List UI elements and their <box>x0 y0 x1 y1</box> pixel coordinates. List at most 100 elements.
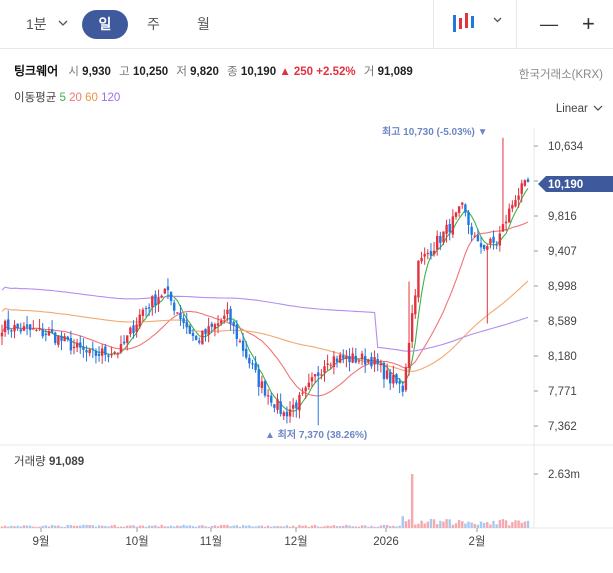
candle-body <box>304 387 307 392</box>
volume-bar <box>173 526 176 528</box>
minute-interval-button[interactable]: 1분 <box>26 0 47 48</box>
candle-body <box>420 257 423 262</box>
candle-body <box>79 342 82 348</box>
volume-bar <box>32 526 35 528</box>
volume-bar <box>376 526 379 528</box>
price-tick-label: 8,589 <box>548 316 577 328</box>
volume-bar <box>398 525 401 528</box>
candle-body <box>238 340 242 342</box>
candle-body <box>520 183 523 194</box>
volume-max-tick: 2.63m <box>548 469 580 481</box>
candle-body <box>19 329 22 332</box>
time-tick-label: 9월 <box>33 535 50 548</box>
high-value: 10,250 <box>132 66 169 78</box>
tab-week[interactable]: 주 <box>147 0 160 48</box>
volume-bar <box>141 525 145 528</box>
time-axis: 9월 10월 11월 12월 2026 2월 <box>33 528 485 548</box>
candle-body <box>104 346 107 355</box>
candle-body <box>60 335 63 341</box>
candlestick-type-icon[interactable] <box>453 13 474 32</box>
moving-average-legend[interactable]: 이동평균 5 20 60 120 <box>14 89 120 105</box>
volume-bar <box>135 526 138 528</box>
candle-body <box>382 362 386 380</box>
volume-bar <box>110 525 113 528</box>
candle-body <box>526 179 530 183</box>
scale-mode-select[interactable]: Linear <box>556 103 603 115</box>
candle-body <box>476 235 480 242</box>
candle-body <box>351 353 354 363</box>
volume-last-value: 91,089 <box>48 456 85 468</box>
volume-bar <box>82 524 85 528</box>
candle-body <box>457 206 461 213</box>
low-annotation: ▲ 최저 7,370 (38.26%) <box>265 428 367 441</box>
volume-bar <box>338 526 342 528</box>
volume-bar <box>508 525 511 528</box>
volume-bar <box>144 526 148 528</box>
volume-bar <box>473 523 476 528</box>
volume-bar <box>213 525 217 528</box>
volume-bar <box>182 524 185 528</box>
volume-bar <box>357 526 361 528</box>
volume-bar <box>461 521 464 528</box>
volume-bar <box>91 525 94 528</box>
candle-body <box>260 381 264 388</box>
volume-bar <box>414 524 417 528</box>
volume-bar <box>320 526 323 528</box>
candle-body <box>147 307 151 309</box>
tab-month[interactable]: 월 <box>197 0 210 48</box>
ma60-label: 60 <box>85 92 98 104</box>
volume-bars <box>0 474 530 528</box>
volume-bar <box>94 526 98 528</box>
plus-icon: + <box>582 11 595 36</box>
volume-bar <box>16 525 19 528</box>
volume-bar <box>282 526 285 528</box>
price-tick-label: 8,998 <box>548 281 577 293</box>
ma20-line <box>1 221 529 397</box>
candle-body <box>385 370 389 379</box>
candle-body <box>135 324 138 333</box>
volume-bar <box>326 525 329 528</box>
volume-bar <box>273 526 276 528</box>
candle-body <box>445 224 448 234</box>
volume-bar <box>210 525 213 528</box>
time-tick-label: 11월 <box>200 535 223 548</box>
zoom-out-button[interactable]: — <box>540 0 558 48</box>
volume-bar <box>63 526 66 528</box>
open-value: 9,930 <box>82 66 111 78</box>
candle-body <box>301 392 304 394</box>
volume-bar <box>410 474 414 528</box>
candle-body <box>47 330 51 336</box>
volume-bar <box>260 525 264 528</box>
candle-body <box>235 324 239 339</box>
candle-body <box>523 180 527 186</box>
tab-week-label: 주 <box>147 16 160 32</box>
candle-body <box>201 330 204 345</box>
volume-bar <box>317 526 320 528</box>
volume-bar <box>363 525 367 528</box>
candle-body <box>100 348 104 356</box>
candle-body <box>188 325 192 334</box>
candle-body <box>432 250 436 255</box>
candle-body <box>85 350 88 353</box>
close-value: 10,190 <box>240 66 277 78</box>
volume-bar <box>116 526 120 528</box>
candle-body <box>354 355 357 363</box>
zoom-in-button[interactable]: + <box>582 0 595 48</box>
candle-body <box>141 309 145 316</box>
candle-body <box>291 404 295 409</box>
candle-body <box>404 367 408 391</box>
volume-bar <box>57 525 60 528</box>
volume-bar <box>351 526 354 528</box>
volume-bar <box>251 526 254 528</box>
candle-body <box>332 356 336 367</box>
candle-body <box>254 363 257 370</box>
last-price-badge: 10,190 <box>538 176 613 192</box>
volume-bar <box>238 526 242 528</box>
candle-body <box>66 336 69 340</box>
candle-body <box>57 336 60 345</box>
candle-body <box>219 320 223 324</box>
candle-body <box>166 286 170 291</box>
tab-day[interactable]: 일 <box>82 10 128 39</box>
change-value: ▲ 250 <box>279 66 314 78</box>
